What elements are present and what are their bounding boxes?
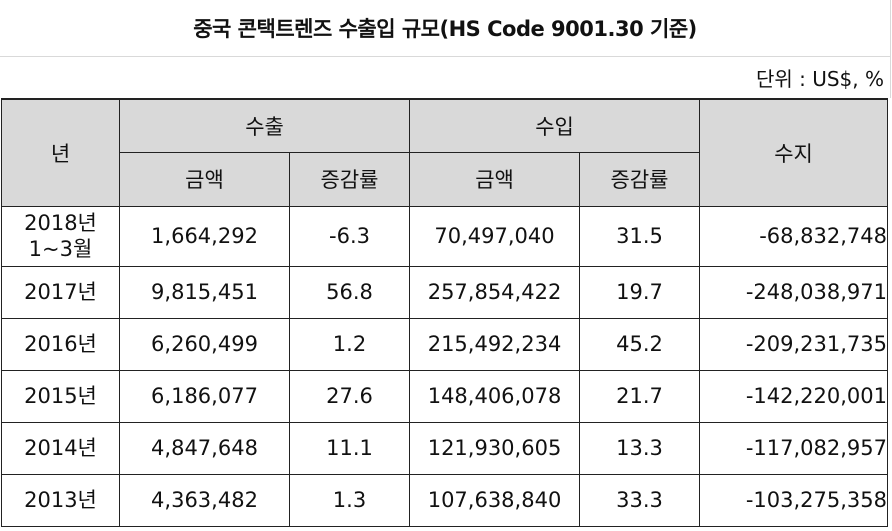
import-change-cell: 19.7 bbox=[579, 265, 701, 319]
import-change-cell: 33.3 bbox=[579, 473, 701, 527]
balance-cell: -103,275,358 bbox=[699, 473, 889, 527]
balance-cell: -209,231,735 bbox=[699, 317, 889, 371]
balance-cell: -142,220,001 bbox=[699, 369, 889, 423]
header-export: 수출 bbox=[118, 98, 411, 153]
export-change-cell: 1.2 bbox=[288, 317, 411, 371]
table-row: 2016년 6,260,499 1.2 215,492,234 45.2 -20… bbox=[1, 317, 889, 371]
year-cell: 2013년 bbox=[1, 473, 120, 527]
header-export-amount: 금액 bbox=[119, 151, 290, 207]
export-amount-cell: 6,260,499 bbox=[119, 317, 290, 371]
import-change-cell: 21.7 bbox=[579, 369, 701, 423]
export-change-cell: 56.8 bbox=[288, 265, 411, 319]
header-export-change: 증감률 bbox=[288, 151, 411, 207]
export-amount-cell: 4,847,648 bbox=[119, 421, 290, 475]
import-amount-cell: 257,854,422 bbox=[409, 265, 581, 319]
export-change-cell: 11.1 bbox=[288, 421, 411, 475]
header-year: 년 bbox=[1, 98, 120, 207]
table-row: 2017년 9,815,451 56.8 257,854,422 19.7 -2… bbox=[1, 265, 889, 319]
year-text: 2018년 bbox=[24, 210, 97, 235]
import-change-cell: 45.2 bbox=[579, 317, 701, 371]
import-amount-cell: 121,930,605 bbox=[409, 421, 581, 475]
balance-cell: -68,832,748 bbox=[699, 205, 889, 267]
export-amount-cell: 4,363,482 bbox=[119, 473, 290, 527]
header-import-change: 증감률 bbox=[579, 151, 701, 207]
balance-cell: -117,082,957 bbox=[699, 421, 889, 475]
table-row: 2018년 1~3월 1,664,292 -6.3 70,497,040 31.5… bbox=[1, 205, 889, 267]
balance-cell: -248,038,971 bbox=[699, 265, 889, 319]
import-amount-cell: 148,406,078 bbox=[409, 369, 581, 423]
table-title: 중국 콘택트렌즈 수출입 규모(HS Code 9001.30 기준) bbox=[0, 0, 891, 57]
year-cell: 2016년 bbox=[1, 317, 120, 371]
table-row: 2014년 4,847,648 11.1 121,930,605 13.3 -1… bbox=[1, 421, 889, 475]
table-row: 2015년 6,186,077 27.6 148,406,078 21.7 -1… bbox=[1, 369, 889, 423]
export-change-cell: 27.6 bbox=[288, 369, 411, 423]
export-amount-cell: 1,664,292 bbox=[119, 205, 290, 267]
export-amount-cell: 6,186,077 bbox=[119, 369, 290, 423]
import-amount-cell: 70,497,040 bbox=[409, 205, 581, 267]
export-change-cell: 1.3 bbox=[288, 473, 411, 527]
header-import-amount: 금액 bbox=[409, 151, 581, 207]
unit-note: 단위 : US$, % bbox=[0, 57, 891, 98]
year-cell: 2018년 1~3월 bbox=[1, 205, 120, 267]
table-row: 2013년 4,363,482 1.3 107,638,840 33.3 -10… bbox=[1, 473, 889, 527]
import-amount-cell: 107,638,840 bbox=[409, 473, 581, 527]
year-cell: 2017년 bbox=[1, 265, 120, 319]
year-cell: 2014년 bbox=[1, 421, 120, 475]
export-change-cell: -6.3 bbox=[288, 205, 411, 267]
trade-table: 년 수출 수입 수지 금액 증감률 금액 증감률 2018년 1~3월 1,664… bbox=[1, 98, 889, 527]
export-amount-cell: 9,815,451 bbox=[119, 265, 290, 319]
import-change-cell: 13.3 bbox=[579, 421, 701, 475]
header-import: 수입 bbox=[409, 98, 701, 153]
header-balance: 수지 bbox=[699, 98, 889, 207]
import-amount-cell: 215,492,234 bbox=[409, 317, 581, 371]
year-cell: 2015년 bbox=[1, 369, 120, 423]
period-text: 1~3월 bbox=[28, 237, 93, 261]
import-change-cell: 31.5 bbox=[579, 205, 701, 267]
